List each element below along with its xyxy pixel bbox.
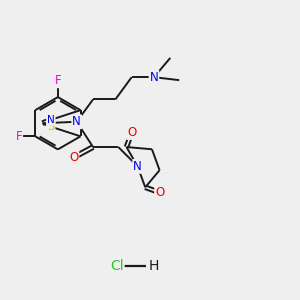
Text: F: F (16, 130, 22, 143)
Text: F: F (55, 74, 61, 87)
Text: O: O (155, 186, 164, 199)
Text: N: N (150, 71, 158, 84)
Text: O: O (127, 126, 136, 139)
Text: H: H (148, 259, 159, 273)
Text: N: N (47, 115, 55, 125)
Text: Cl: Cl (110, 259, 124, 273)
Text: O: O (69, 151, 78, 164)
Text: S: S (47, 120, 55, 133)
Text: N: N (133, 160, 142, 173)
Text: N: N (72, 115, 81, 128)
